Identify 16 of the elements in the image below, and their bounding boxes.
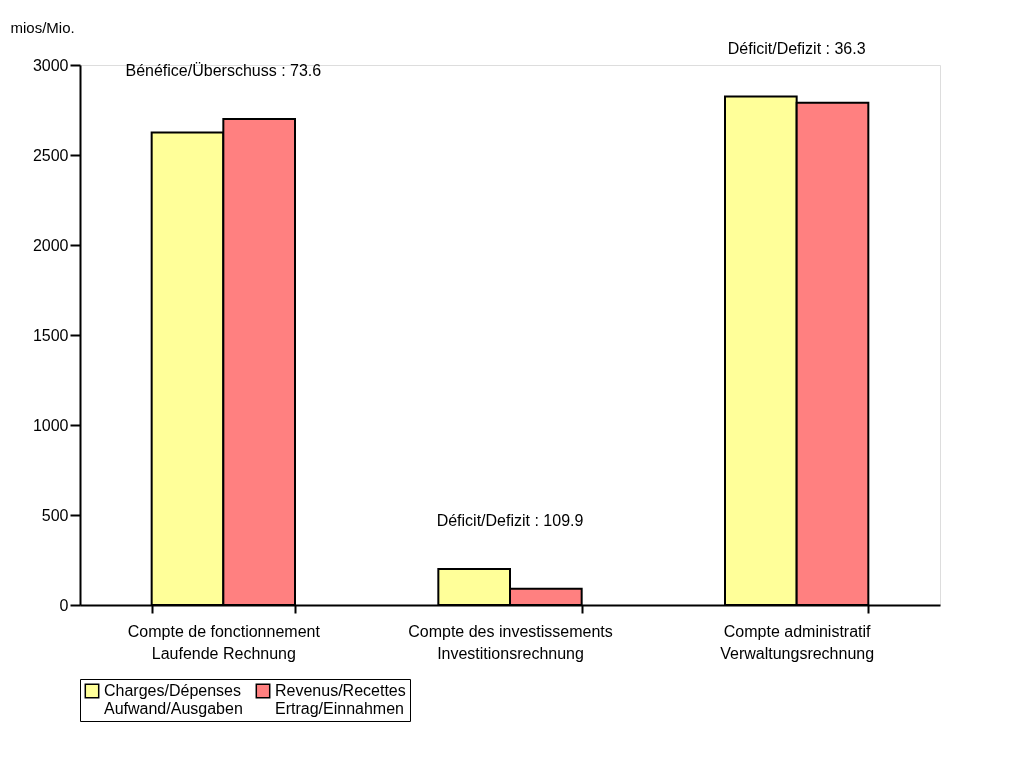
annotation: Déficit/Defizit : 109.9 [436,512,584,529]
y-tick-label: 500 [41,506,69,524]
y-tick-label: 2000 [32,236,69,254]
annotation: Bénéfice/Überschuss : 73.6 [125,62,322,79]
y-tick-label: 1000 [32,416,69,434]
y-tick-label: 2500 [32,146,69,164]
y-tick-label: 0 [59,596,69,614]
x-tick-label: Compte des investissements Investitionsrechnung [408,622,613,662]
legend-label: Revenus/Recettes Ertrag/Einnahmen [275,682,406,717]
x-tick-label: Compte de fonctionnement Laufende Rechnung [127,622,321,662]
y-axis-title: mios/Mio. [10,18,75,36]
text: Déficit/Defizit : 36.3 [727,39,866,57]
y-tick-label: 1500 [32,326,69,344]
y-tick-label: 3000 [32,56,69,74]
legend-label: Charges/Dépenses Aufwand/Ausgaben [104,682,243,717]
x-tick-label: Compte administratif Verwaltungsrechnung [720,622,875,662]
